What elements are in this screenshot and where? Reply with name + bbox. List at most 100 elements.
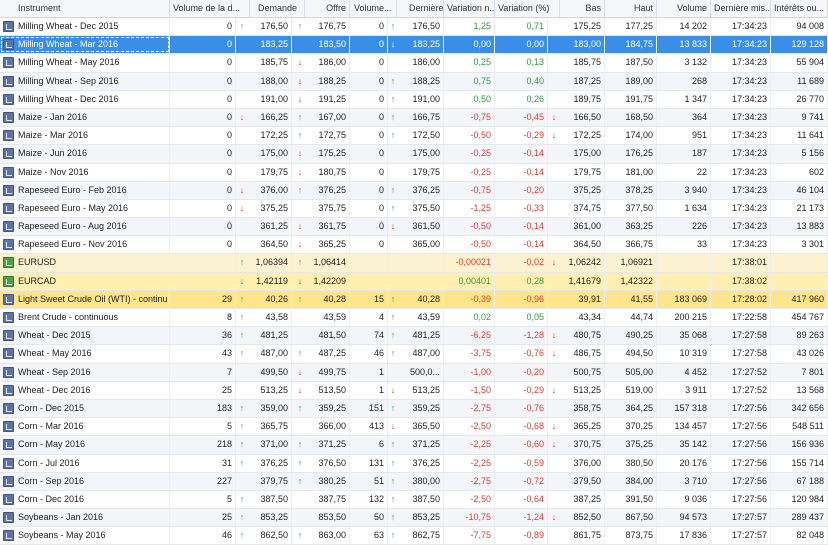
table-row[interactable]: Wheat - Dec 2015 36 ↑ 481,25 481,50 74 ↑ 481,25…	[0, 327, 828, 346]
col-header-variation-nette[interactable]: Variation n...	[444, 0, 495, 17]
last-cell: 481,25	[397, 327, 444, 345]
instrument-cell[interactable]: Maize - Mar 2016	[0, 127, 170, 145]
net-change-cell: 0,50	[444, 90, 495, 108]
last-update-cell: 17:34:23	[711, 199, 771, 218]
last-update-cell: 17:34:23	[711, 18, 771, 36]
instrument-cell[interactable]: Milling Wheat - Dec 2016	[0, 90, 170, 108]
instrument-cell[interactable]: Milling Wheat - Sep 2016	[0, 72, 170, 90]
table-row[interactable]: Corn - Dec 2015 183 ↑ 359,00 ↑ 359,25 151 ↑ 359,…	[0, 399, 828, 419]
instrument-cell[interactable]: Brent Crude - continuous	[0, 309, 170, 327]
col-header-haut[interactable]: Haut	[605, 0, 657, 17]
instrument-cell[interactable]: Wheat - Sep 2016	[0, 363, 170, 381]
arrow-down-icon: ↓	[239, 111, 245, 122]
instrument-cell[interactable]: Maize - Jun 2016	[0, 145, 170, 163]
table-row[interactable]: Wheat - May 2016 43 ↑ 487,00 ↑ 487,25 46 ↑ 487,0…	[0, 345, 828, 364]
instrument-cell[interactable]: Rapeseed Euro - Nov 2016	[0, 236, 170, 254]
bid-cell: 513,25	[250, 381, 292, 399]
instrument-cell[interactable]: Rapeseed Euro - Aug 2016	[0, 218, 170, 236]
instrument-name: Maize - Nov 2016	[18, 166, 89, 177]
volume-offre-cell: 0	[350, 18, 388, 36]
col-header-derniere[interactable]: Dernière o...	[397, 0, 444, 17]
table-row[interactable]: Soybeans - May 2016 46 ↑ 862,50 ↑ 863,00 63 ↑ 86…	[0, 527, 828, 545]
low-cell: 39,91	[560, 290, 605, 308]
table-row[interactable]: Milling Wheat - Mar 2016 0 183,25 183,50 0 ↓ 1…	[0, 36, 828, 55]
instrument-cell[interactable]: Milling Wheat - Dec 2015	[0, 18, 170, 36]
table-row[interactable]: Maize - Mar 2016 0 172,25 ↑ 172,75 0 ↑ 172,50 -0…	[0, 127, 828, 146]
instrument-cell[interactable]: Maize - Jan 2016	[0, 108, 170, 127]
table-row[interactable]: Brent Crude - continuous 8 ↑ 43,58 43,59 4 ↑ 43…	[0, 309, 828, 328]
table-row[interactable]: Milling Wheat - Dec 2015 0 ↑ 176,50 ↑ 176,75 0…	[0, 18, 828, 37]
instrument-name: Corn - Dec 2016	[18, 493, 85, 504]
col-header-volume-jour[interactable]: Volume de la d...	[170, 0, 250, 17]
instrument-cell[interactable]: Corn - Dec 2016	[0, 490, 170, 509]
table-row[interactable]: Maize - Jan 2016 0 ↓ 166,25 ↑ 167,00 0 ↑ 166,75-…	[0, 108, 828, 128]
ask-cell: 1,06414	[305, 254, 350, 272]
instrument-cell[interactable]: EURCAD	[0, 272, 170, 290]
last-update-cell: 17:28:02	[711, 290, 771, 308]
table-row[interactable]: Wheat - Sep 2016 7 499,50 ↓ 499,75 1 500,0... -…	[0, 363, 828, 382]
table-row[interactable]: Corn - Dec 2016 5 ↑ 387,50 387,75 132 ↑ 387,50-…	[0, 490, 828, 510]
instrument-cell[interactable]: Wheat - Dec 2016	[0, 381, 170, 399]
col-header-demande[interactable]: Demande	[250, 0, 305, 17]
table-row[interactable]: EURCAD ↓ 1,42119 ↓ 1,42209 0,00401 0,28 1,41679…	[0, 272, 828, 291]
table-row[interactable]: Corn - May 2016 218 ↑ 371,00 ↑ 371,25 6 ↑ 371,25…	[0, 436, 828, 455]
instrument-cell[interactable]: Corn - Mar 2016	[0, 418, 170, 436]
col-header-instrument[interactable]: Instrument	[0, 0, 170, 17]
commodity-icon	[3, 57, 14, 69]
instrument-cell[interactable]: EURUSD	[0, 254, 170, 272]
net-change-cell: -0,25	[444, 145, 495, 163]
table-row[interactable]: Corn - Jul 2016 31 ↑ 376,25 ↑ 376,50 131 ↑ 376,2…	[0, 454, 828, 473]
table-row[interactable]: Maize - Jun 2016 0 175,00 ↓ 175,25 0 175,00 -0,…	[0, 145, 828, 164]
instrument-cell[interactable]: Milling Wheat - Mar 2016	[0, 36, 170, 54]
table-row[interactable]: Soybeans - Jan 2016 25 ↑ 853,25 853,50 50 ↑ 853…	[0, 509, 828, 528]
col-header-offre[interactable]: Offre	[305, 0, 350, 17]
instrument-cell[interactable]: Light Sweet Crude Oil (WTI) - continuous	[0, 290, 170, 308]
col-header-derniere-maj[interactable]: Dernière mis...	[711, 0, 771, 17]
instrument-cell[interactable]: Rapeseed Euro - May 2016	[0, 199, 170, 218]
arrow-down-icon: ↓	[551, 130, 557, 141]
low-cell: 185,75	[560, 54, 605, 72]
instrument-cell[interactable]: Milling Wheat - May 2016	[0, 54, 170, 72]
col-header-interets[interactable]: Intérêts ou...	[771, 0, 828, 17]
instrument-cell[interactable]: Wheat - May 2016	[0, 345, 170, 363]
instrument-cell[interactable]: Corn - Sep 2016	[0, 472, 170, 490]
table-row[interactable]: Corn - Mar 2016 5 ↑ 365,75 366,00 413 ↓ 365,50-…	[0, 418, 828, 437]
commodity-icon	[3, 366, 14, 378]
instrument-cell[interactable]: Soybeans - May 2016	[0, 527, 170, 545]
col-header-bas[interactable]: Bas	[560, 0, 605, 17]
table-row[interactable]: Rapeseed Euro - May 2016 0 ↓ 375,25 375,75 0 ↑…	[0, 199, 828, 219]
last-cell: 172,50	[397, 127, 444, 145]
col-header-volume-offre[interactable]: Volume...	[350, 0, 397, 17]
instrument-cell[interactable]: Maize - Nov 2016	[0, 163, 170, 181]
last-cell: 359,25	[397, 399, 444, 418]
instrument-cell[interactable]: Rapeseed Euro - Feb 2016	[0, 181, 170, 199]
table-row[interactable]: Milling Wheat - Sep 2016 0 188,00 ↓ 188,25 0 ↑…	[0, 72, 828, 91]
high-cell: 364,25	[605, 399, 657, 418]
instrument-cell[interactable]: Corn - Dec 2015	[0, 399, 170, 418]
table-row[interactable]: Rapeseed Euro - Feb 2016 0 ↓ 376,00 ↑ 376,25 0…	[0, 181, 828, 200]
table-row[interactable]: Milling Wheat - Dec 2016 0 191,00 ↓ 191,25 0 ↑…	[0, 90, 828, 109]
instrument-cell[interactable]: Wheat - Dec 2015	[0, 327, 170, 345]
table-row[interactable]: Light Sweet Crude Oil (WTI) - continuous…	[0, 290, 828, 309]
table-row[interactable]: Corn - Sep 2016 227 379,75 ↑ 380,25 51 ↑ 380,00…	[0, 472, 828, 491]
open-interest-cell: 602	[771, 163, 828, 181]
volume-offre-cell: 51	[350, 472, 388, 490]
col-header-volume[interactable]: Volume	[657, 0, 711, 17]
instrument-cell[interactable]: Corn - May 2016	[0, 436, 170, 454]
net-change-cell: 0,75	[444, 72, 495, 90]
col-header-variation-pct[interactable]: Variation (%)	[495, 0, 560, 17]
instrument-cell[interactable]: Corn - Jul 2016	[0, 454, 170, 472]
table-row[interactable]: Rapeseed Euro - Nov 2016 0 364,50 ↓ 365,25 0 3…	[0, 236, 828, 255]
table-row[interactable]: Wheat - Dec 2016 25 513,25 ↓ 513,50 1 ↓ 513,25-…	[0, 381, 828, 400]
table-row[interactable]: Rapeseed Euro - Aug 2016 0 361,25 ↓ 361,75 0 ↓…	[0, 218, 828, 237]
high-cell: 378,25	[605, 181, 657, 199]
table-row[interactable]: Milling Wheat - May 2016 0 185,75 ↓ 186,00 0 1…	[0, 54, 828, 73]
last-cell: 853,25	[397, 509, 444, 527]
instrument-cell[interactable]: Soybeans - Jan 2016	[0, 509, 170, 527]
table-row[interactable]: Maize - Nov 2016 0 179,75 ↓ 180,75 0 179,75 -0,…	[0, 163, 828, 182]
table-row[interactable]: EURUSD ↑ 1,06394 ↑ 1,06414 -0,00021 -0,02 ↓ 1,06…	[0, 254, 828, 273]
last-update-cell: 17:27:57	[711, 527, 771, 545]
commodity-icon	[3, 512, 14, 524]
volume-offre-cell	[350, 254, 388, 272]
low-cell: 861,75	[560, 527, 605, 545]
